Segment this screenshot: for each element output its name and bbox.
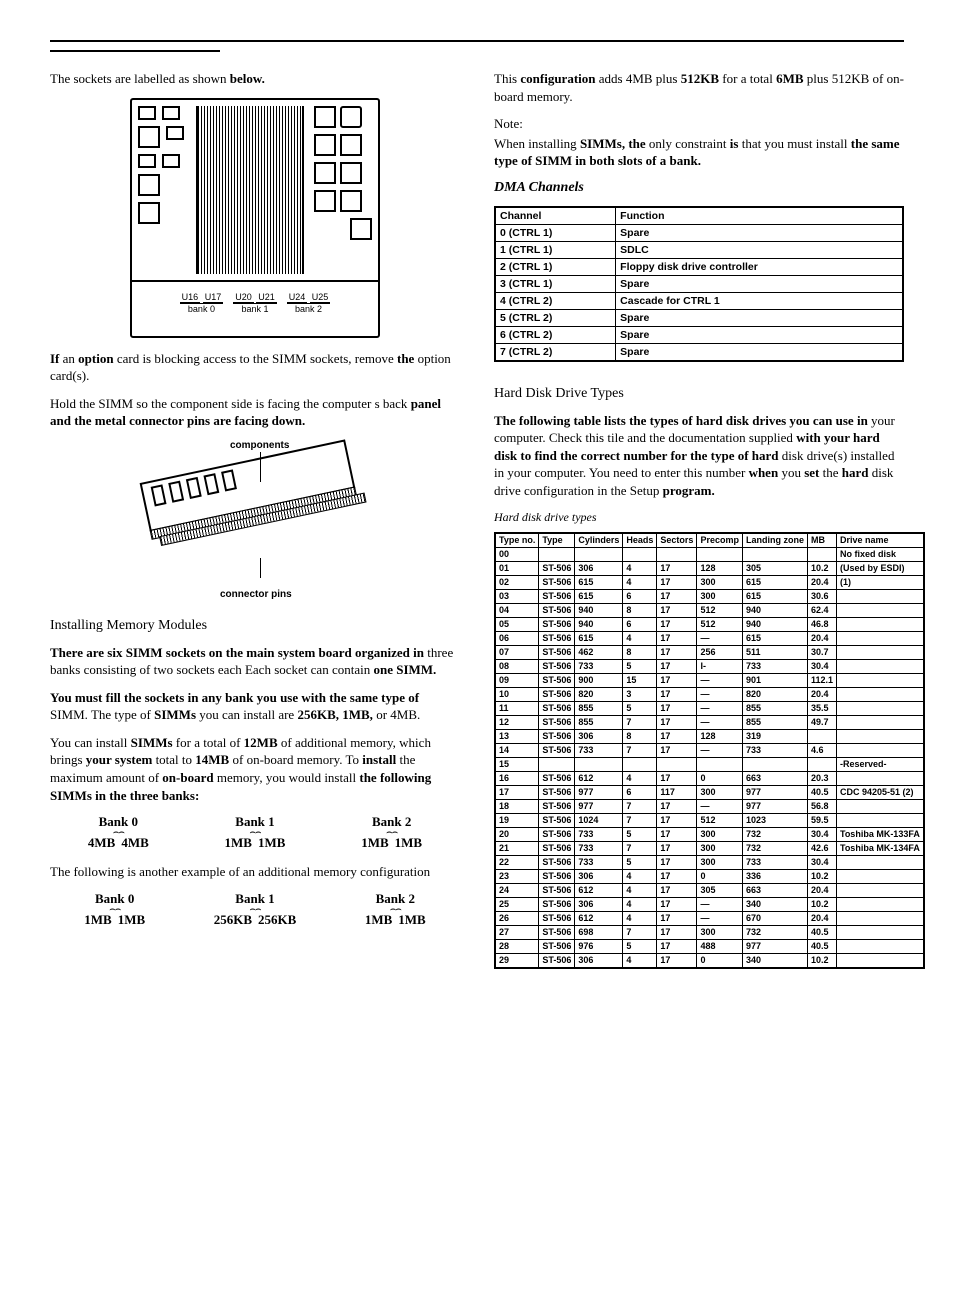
left-column: The sockets are labelled as shown below. (50, 70, 460, 969)
socket-diagram: U16 U17bank 0 U20 U21bank 1 U24 U25bank … (130, 98, 380, 338)
hdd-row: 10ST-506820317—82020.4 (495, 687, 924, 701)
dma-row: 0 (CTRL 1)Spare (495, 224, 903, 241)
hdd-row: 27ST-50669871730073240.5 (495, 925, 924, 939)
dma-row: 1 (CTRL 1)SDLC (495, 241, 903, 258)
hdd-row: 22ST-50673351730073330.4 (495, 855, 924, 869)
hdd-row: 15-Reserved- (495, 757, 924, 771)
hdd-row: 20ST-50673351730073230.4Toshiba MK-133FA (495, 827, 924, 841)
hdd-types-table: Type no.TypeCylindersHeadsSectorsPrecomp… (494, 532, 925, 969)
hdd-header: Type no. (495, 533, 539, 548)
hdd-row: 25ST-506306417—34010.2 (495, 897, 924, 911)
dma-row: 6 (CTRL 2)Spare (495, 326, 903, 343)
hdd-row: 04ST-50694081751294062.4 (495, 603, 924, 617)
hdd-row: 01ST-50630641712830510.2(Used by ESDI) (495, 561, 924, 575)
hdd-row: 17ST-506977611730097740.5CDC 94205-51 (2… (495, 785, 924, 799)
hdd-header: MB (807, 533, 836, 548)
bank-entry: Bank 2⌢⌢1MB1MB (361, 814, 422, 851)
hdd-row: 28ST-50697651748897740.5 (495, 939, 924, 953)
six-sockets-para: There are six SIMM sockets on the main s… (50, 644, 460, 679)
hdd-row: 12ST-506855717—85549.7 (495, 715, 924, 729)
hdd-header: Type (539, 533, 575, 548)
dma-row: 5 (CTRL 2)Spare (495, 309, 903, 326)
sockets-intro: The sockets are labelled as shown below. (50, 70, 460, 88)
installing-heading: Installing Memory Modules (50, 618, 460, 634)
another-example-para: The following is another example of an a… (50, 863, 460, 881)
dma-row: 2 (CTRL 1)Floppy disk drive controller (495, 258, 903, 275)
hdd-row: 19ST-5061024717512102359.5 (495, 813, 924, 827)
hdd-row: 24ST-50661241730566320.4 (495, 883, 924, 897)
bank-entry: Bank 1⌢⌢256KB256KB (214, 891, 297, 928)
note-para: When installing SIMMs, the only constrai… (494, 135, 904, 170)
hdd-heading: Hard Disk Drive Types (494, 386, 904, 402)
hdd-row: 21ST-50673371730073242.6Toshiba MK-134FA (495, 841, 924, 855)
hdd-header: Drive name (836, 533, 923, 548)
hdd-row: 07ST-50646281725651130.7 (495, 645, 924, 659)
hdd-row: 03ST-50661561730061530.6 (495, 589, 924, 603)
dma-heading: DMA Channels (494, 180, 904, 196)
hdd-row: 02ST-50661541730061520.4(1) (495, 575, 924, 589)
hdd-para: The following table lists the types of h… (494, 412, 904, 500)
hdd-row: 14ST-506733717—7334.6 (495, 743, 924, 757)
bank-layout-1: Bank 0⌢⌢4MB4MB Bank 1⌢⌢1MB1MB Bank 2⌢⌢1MB1… (50, 814, 460, 851)
hdd-header: Landing zone (742, 533, 807, 548)
hdd-row: 16ST-506612417066320.3 (495, 771, 924, 785)
bank-entry: Bank 1⌢⌢1MB1MB (225, 814, 286, 851)
hdd-caption: Hard disk drive types (494, 509, 904, 525)
dma-row: 4 (CTRL 2)Cascade for CTRL 1 (495, 292, 903, 309)
hdd-row: 26ST-506612417—67020.4 (495, 911, 924, 925)
hdd-row: 08ST-506733517I-73330.4 (495, 659, 924, 673)
dma-row: 7 (CTRL 2)Spare (495, 343, 903, 361)
bank-layout-2: Bank 0⌢⌢1MB1MB Bank 1⌢⌢256KB256KB Bank 2⌢⌢… (50, 891, 460, 928)
simm-illustration: components connector pins (130, 440, 380, 600)
hdd-row: 23ST-506306417033610.2 (495, 869, 924, 883)
hdd-row: 18ST-506977717—97756.8 (495, 799, 924, 813)
dma-header: Channel (495, 207, 616, 225)
option-card-para: If an option card is blocking access to … (50, 350, 460, 385)
dma-channels-table: ChannelFunction0 (CTRL 1)Spare1 (CTRL 1)… (494, 206, 904, 362)
hdd-row: 09ST-5069001517—901112.1 (495, 673, 924, 687)
hdd-header: Heads (623, 533, 657, 548)
hold-simm-para: Hold the SIMM so the component side is f… (50, 395, 460, 430)
right-column: This configuration adds 4MB plus 512KB f… (494, 70, 904, 969)
dma-header: Function (616, 207, 903, 225)
bank-entry: Bank 0⌢⌢1MB1MB (84, 891, 145, 928)
diagram-labels: U16 U17bank 0 U20 U21bank 1 U24 U25bank … (132, 290, 378, 330)
hdd-row: 11ST-506855517—85535.5 (495, 701, 924, 715)
hdd-row: 29ST-506306417034010.2 (495, 953, 924, 968)
config-adds-para: This configuration adds 4MB plus 512KB f… (494, 70, 904, 105)
dma-row: 3 (CTRL 1)Spare (495, 275, 903, 292)
hdd-header: Cylinders (575, 533, 623, 548)
hdd-header: Precomp (697, 533, 743, 548)
hdd-row: 06ST-506615417—61520.4 (495, 631, 924, 645)
install-simms-para: You can install SIMMs for a total of 12M… (50, 734, 460, 804)
bank-entry: Bank 0⌢⌢4MB4MB (88, 814, 149, 851)
hdd-row: 13ST-506306817128319 (495, 729, 924, 743)
hdd-row: 00No fixed disk (495, 547, 924, 561)
fill-sockets-para: You must fill the sockets in any bank yo… (50, 689, 460, 724)
note-label: Note: (494, 115, 904, 133)
bank-entry: Bank 2⌢⌢1MB1MB (365, 891, 426, 928)
hdd-row: 05ST-50694061751294046.8 (495, 617, 924, 631)
hdd-header: Sectors (657, 533, 697, 548)
